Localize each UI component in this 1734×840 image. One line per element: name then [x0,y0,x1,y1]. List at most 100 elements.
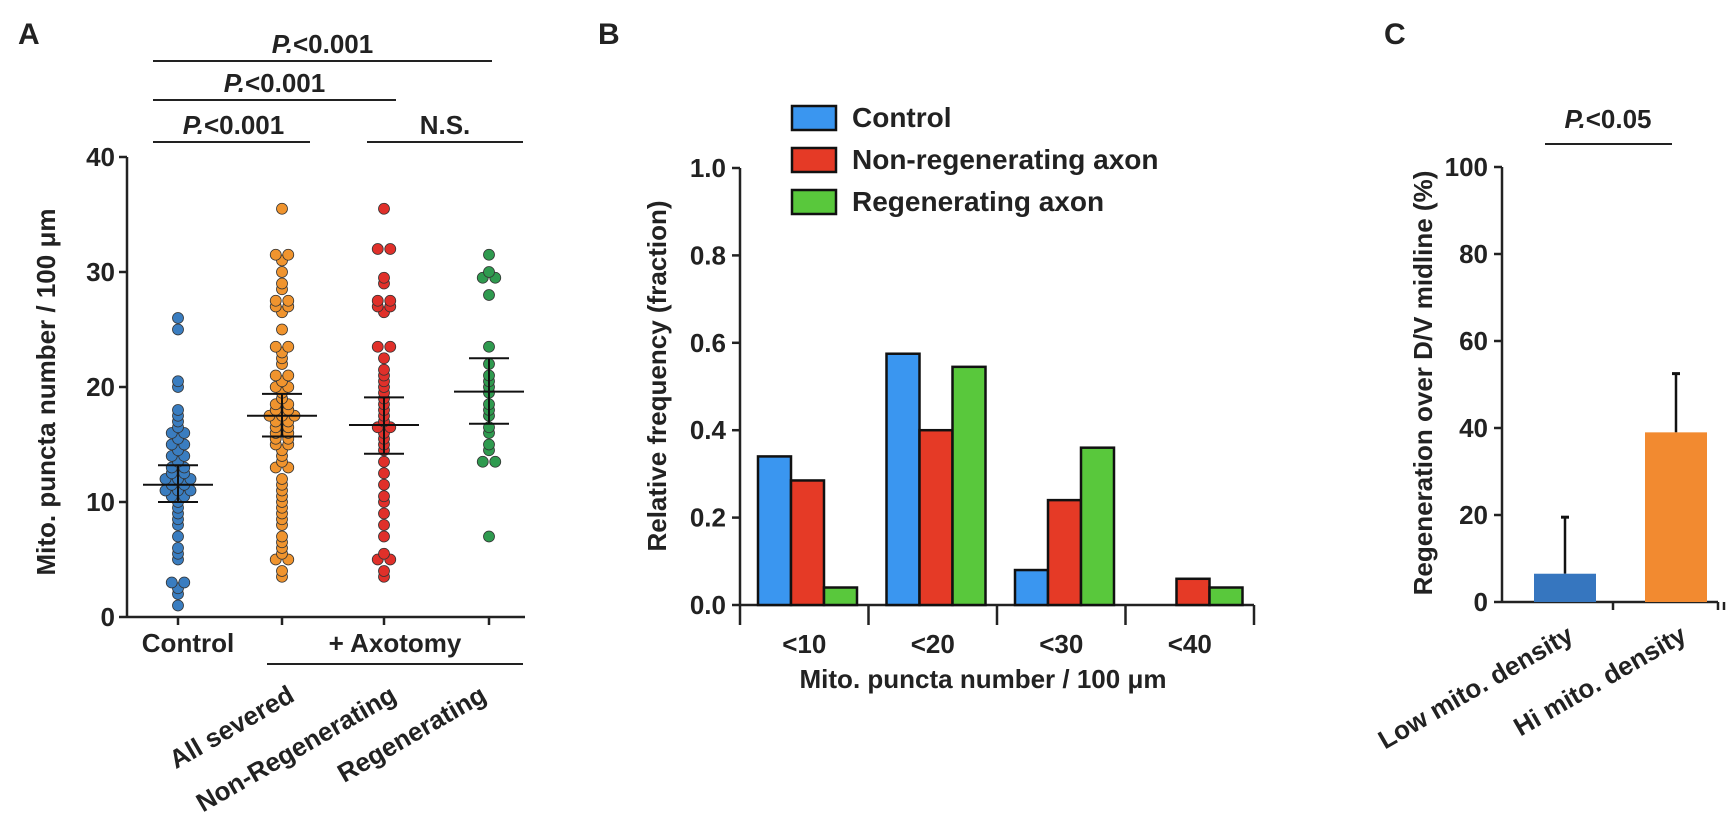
data-point [276,565,288,577]
data-point [172,542,184,554]
data-point [378,507,390,520]
panel-b-bar-chart: Relative frequency (fraction) 0.0 0.2 0.4 0… [642,102,1256,694]
panel-a-mean-sem [143,357,524,503]
panel-b-x-axis-label: Mito. puncta number / 100 μm [800,664,1167,694]
data-point [378,271,390,284]
data-point [378,547,390,560]
bar [918,428,954,607]
data-point [178,576,191,589]
bar [822,586,859,607]
y-tick-label: 1.0 [690,153,726,183]
data-point [483,340,495,353]
panel-c-category-low-density: Low mito. density [1373,619,1579,755]
data-point [371,340,384,353]
panel-letter-b: B [598,18,620,51]
panel-a-category-control: Control [142,628,234,658]
y-tick-label: 0.0 [690,590,726,620]
data-point [378,455,390,468]
data-point [483,289,495,301]
data-point [165,576,178,589]
y-tick-label: 0 [101,602,115,632]
data-point [378,530,390,543]
panel-a-y-axis-label: Mito. puncta number / 100 μm [31,209,61,576]
significance-label: P.<0.001 [224,68,325,98]
data-point [172,375,184,388]
y-tick-label: 30 [86,257,115,287]
bar [951,365,987,607]
y-tick-label: 10 [86,487,115,517]
significance-label: P.<0.001 [272,29,373,59]
y-tick-label: 60 [1459,326,1488,356]
x-tick-label: <40 [1168,629,1212,659]
bar [1534,573,1596,602]
bar [789,479,826,607]
data-point [172,404,184,416]
bar [1013,568,1050,607]
x-tick-label: <10 [782,629,826,659]
data-point [276,323,288,336]
data-point [378,478,390,491]
bar [1079,446,1116,607]
data-point [276,530,288,543]
data-point [378,202,390,215]
data-point [384,340,397,353]
legend-label: Non-regenerating axon [852,144,1158,175]
data-point [483,438,495,451]
y-tick-label: 100 [1445,152,1488,182]
data-point [378,352,390,365]
panel-a-scatter-chart: Mito. puncta number / 100 μm 0 10 20 30 40 P… [31,29,525,818]
panel-c-y-axis-label: Regeneration over D/V midline (%) [1408,171,1438,596]
legend-swatch [790,188,838,216]
panel-c-bar-chart: Regeneration over D/V midline (%) 0 20 40 6… [1373,104,1726,755]
y-tick-label: 0.6 [690,328,726,358]
y-tick-label: 0.8 [690,240,726,270]
panel-a-axes: 0 10 20 30 40 [86,142,525,632]
data-point [483,530,495,543]
y-tick-label: 20 [1459,500,1488,530]
significance-label: P.<0.001 [183,110,284,140]
data-point [172,599,184,612]
y-tick-label: 40 [1459,413,1488,443]
data-point [172,323,184,336]
panel-c-bars [1534,372,1707,602]
significance-label: P.<0.05 [1564,104,1651,134]
data-point [282,294,295,307]
x-tick-label: <30 [1039,629,1083,659]
bar [1208,586,1244,607]
legend-label: Control [852,102,952,133]
y-tick-label: 40 [86,142,115,172]
panel-letter-a: A [18,18,40,51]
data-point [483,248,495,261]
data-point [476,455,489,468]
data-point [378,467,390,480]
panel-c-significance: P.<0.05 [1545,104,1672,145]
data-point [269,340,282,353]
data-point [371,294,384,307]
data-point [282,248,295,261]
data-point [378,565,390,577]
x-tick-label: <20 [911,629,955,659]
legend-swatch [790,104,838,132]
y-tick-label: 0.4 [690,415,727,445]
data-point [172,530,184,543]
bar [1175,577,1211,607]
y-tick-label: 0 [1474,587,1488,617]
data-point [483,266,495,278]
data-point [269,248,282,261]
legend-swatch [790,146,838,174]
panel-letter-c: C [1384,18,1406,51]
y-tick-label: 20 [86,372,115,402]
panel-b-legend: Control Non-regenerating axon Regenerating… [790,102,1158,217]
data-point [384,294,397,307]
data-point [378,490,390,503]
panel-b-y-axis-label: Relative frequency (fraction) [642,200,672,551]
data-point [282,369,295,382]
bar [885,352,921,607]
data-point [378,363,390,376]
y-tick-label: 80 [1459,239,1488,269]
data-point [371,243,384,255]
panel-b-bars [756,352,1244,607]
data-point [276,202,288,215]
data-point [269,294,282,307]
legend-label: Regenerating axon [852,186,1104,217]
